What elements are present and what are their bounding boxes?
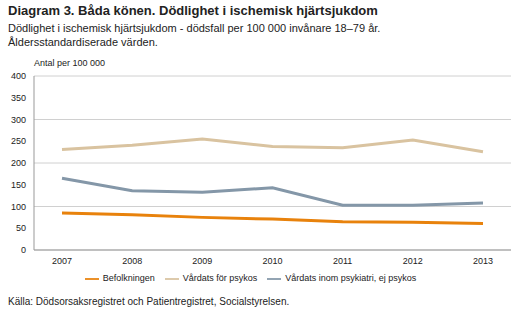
svg-text:150: 150 — [11, 180, 26, 190]
html-text:Vårdats för psykos: Vårdats för psykos — [182, 273, 258, 284]
svg-text:250: 250 — [11, 136, 26, 146]
html-text:Källa: Dödsorsaksregistret och: Källa: Dödsorsaksregistret och Patientre… — [8, 296, 290, 307]
svg-text:2009: 2009 — [192, 256, 212, 266]
html-text:Befolkningen: Befolkningen — [102, 273, 155, 284]
svg-text:2011: 2011 — [333, 256, 352, 266]
html-text:Antal per 100 000: Antal per 100 000 — [34, 58, 106, 68]
html-text:Dödlighet i ischemisk hjärtsju: Dödlighet i ischemisk hjärtsjukdom - död… — [8, 22, 381, 34]
svg-text:2007: 2007 — [52, 256, 72, 266]
svg-text:300: 300 — [11, 115, 26, 125]
svg-text:400: 400 — [11, 71, 26, 81]
svg-text:50: 50 — [16, 223, 26, 233]
svg-text:200: 200 — [11, 158, 26, 168]
html-text:Vårdats inom psykiatri, ej psy: Vårdats inom psykiatri, ej psykos — [285, 273, 417, 284]
svg-text:350: 350 — [11, 93, 26, 103]
svg-text:0: 0 — [21, 245, 26, 255]
html-text:Åldersstandardiserade värden.: Åldersstandardiserade värden. — [8, 36, 158, 48]
svg-text:2013: 2013 — [473, 256, 493, 266]
svg-text:2010: 2010 — [262, 256, 282, 266]
html-text:Diagram 3. Båda könen. Dödligh: Diagram 3. Båda könen. Dödlighet i ische… — [8, 3, 378, 18]
svg-text:100: 100 — [11, 202, 26, 212]
svg-text:2008: 2008 — [122, 256, 142, 266]
svg-text:2012: 2012 — [403, 256, 423, 266]
